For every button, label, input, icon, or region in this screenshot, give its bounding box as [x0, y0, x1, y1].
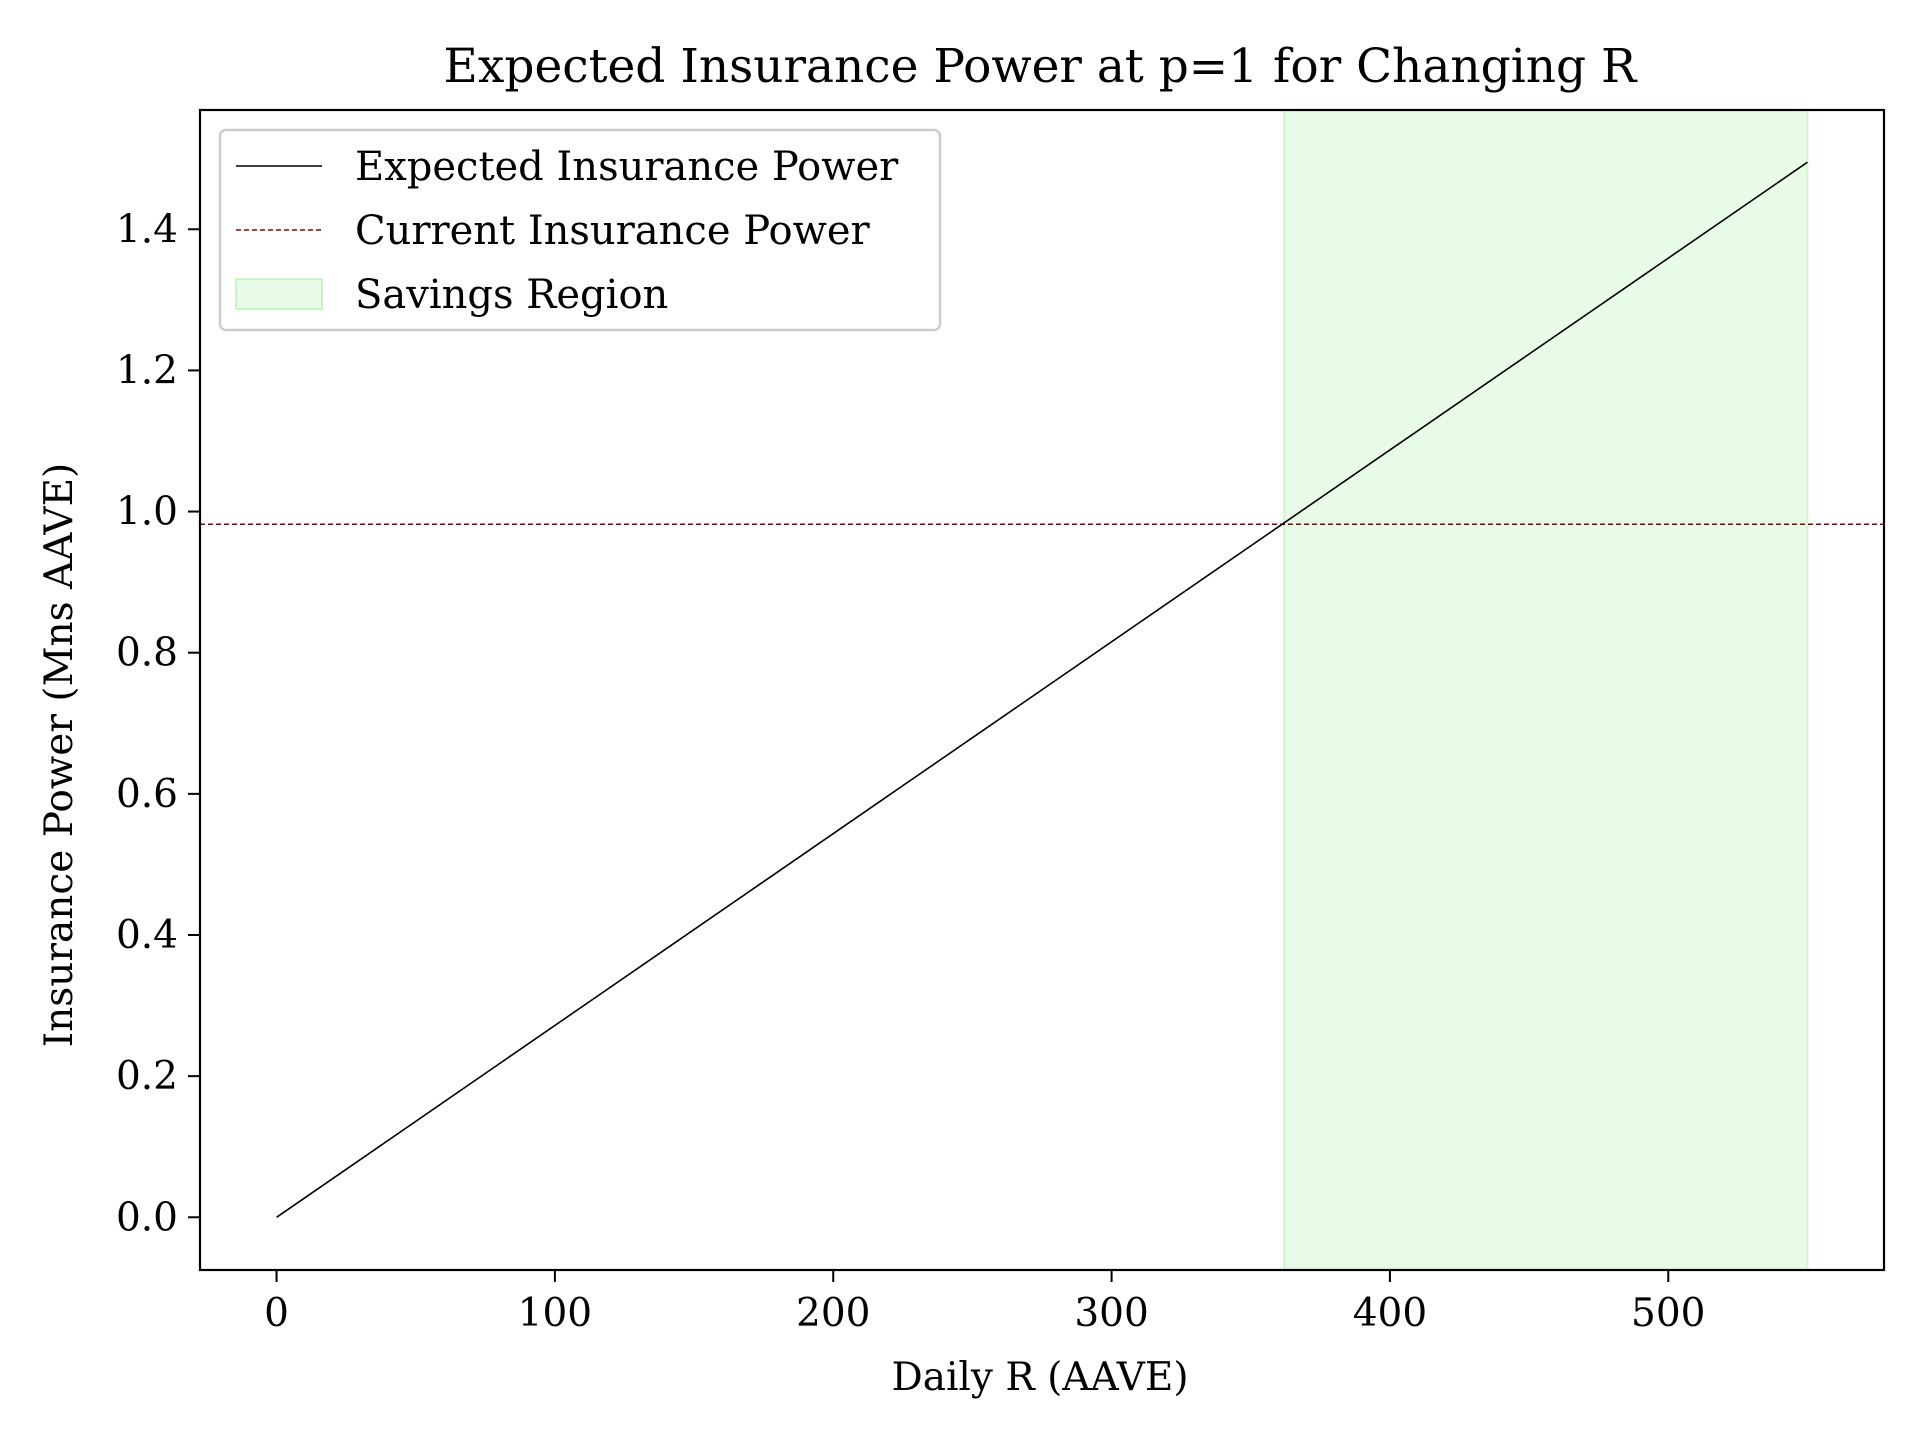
y-tick-label: 1.0 [116, 490, 178, 535]
legend-label: Expected Insurance Power [355, 144, 899, 190]
y-tick-label: 0.6 [116, 772, 178, 817]
legend-box [218, 128, 942, 332]
y-tick-label: 1.2 [116, 348, 178, 393]
x-tick-label: 300 [1074, 1291, 1148, 1336]
x-tick-label: 100 [518, 1291, 592, 1336]
y-tick-label: 0.0 [116, 1195, 178, 1240]
y-tick-label: 0.4 [116, 913, 178, 958]
y-tick-label: 0.2 [116, 1054, 178, 1099]
y-tick-label: 0.8 [116, 631, 178, 676]
expected-insurance-power-line [276, 161, 1808, 1218]
y-axis-label: Insurance Power (Mns AAVE) [37, 463, 82, 1048]
legend-swatch-patch [235, 278, 323, 310]
chart-title: Expected Insurance Power at p=1 for Chan… [444, 39, 1638, 94]
legend: Expected Insurance Power Current Insuranc… [218, 128, 942, 332]
y-tick-label: 1.4 [116, 207, 178, 252]
x-tick-label: 500 [1631, 1291, 1705, 1336]
x-tick-label: 0 [264, 1291, 289, 1336]
x-tick-label: 400 [1353, 1291, 1427, 1336]
savings-region-span [1283, 109, 1809, 1271]
plot-area: 0 100 200 300 400 500 0.0 0.2 0.4 0.6 0.8 1.0 1.2 1.4 [116, 108, 1886, 1336]
x-tick-label: 200 [796, 1291, 870, 1336]
legend-label: Current Insurance Power [355, 208, 870, 254]
x-axis-label: Daily R (AAVE) [891, 1355, 1188, 1400]
legend-label: Savings Region [355, 272, 668, 318]
plot-frame [198, 108, 1886, 1272]
